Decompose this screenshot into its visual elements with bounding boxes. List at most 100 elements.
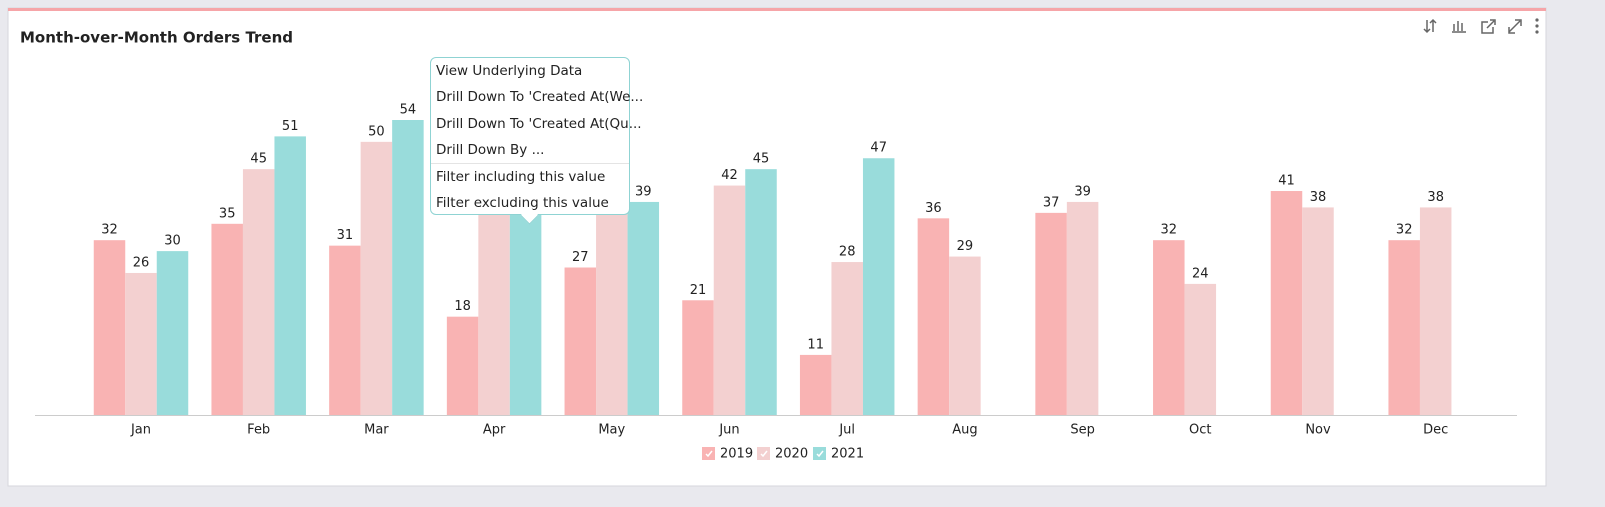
data-label: 32 bbox=[101, 223, 118, 238]
data-label: 21 bbox=[690, 283, 707, 298]
legend-label: 2021 bbox=[831, 447, 864, 462]
data-label: 27 bbox=[572, 250, 589, 265]
bar bbox=[509, 191, 542, 415]
bar bbox=[392, 120, 424, 415]
x-tick-label: Apr bbox=[483, 423, 506, 438]
data-label: 45 bbox=[250, 152, 267, 167]
data-label: 38 bbox=[1310, 190, 1327, 205]
legend-check bbox=[816, 450, 824, 458]
data-label: 50 bbox=[368, 124, 385, 139]
data-label: 32 bbox=[1396, 223, 1413, 238]
legend-item[interactable]: 2019 bbox=[702, 447, 753, 462]
x-tick-label: Jun bbox=[718, 423, 739, 438]
bar bbox=[1153, 240, 1185, 415]
bar bbox=[745, 169, 777, 415]
data-label: 37 bbox=[1043, 195, 1060, 210]
data-label: 39 bbox=[635, 184, 652, 199]
bar bbox=[917, 218, 950, 415]
bar bbox=[949, 256, 981, 415]
expand-icon[interactable] bbox=[1508, 19, 1522, 34]
bar bbox=[1035, 212, 1067, 415]
menu-item[interactable]: Drill Down To 'Created At(Qu... bbox=[436, 116, 642, 132]
context-menu: View Underlying Data Drill Down To 'Crea… bbox=[430, 57, 643, 225]
bar bbox=[1270, 191, 1303, 415]
bar bbox=[93, 240, 126, 415]
x-tick-label: Mar bbox=[364, 423, 389, 438]
data-label: 42 bbox=[721, 168, 738, 183]
data-label: 28 bbox=[839, 245, 856, 260]
bar bbox=[446, 316, 479, 415]
legend-swatch bbox=[813, 447, 826, 460]
bar bbox=[274, 136, 306, 415]
data-label: 26 bbox=[133, 255, 150, 270]
bar bbox=[627, 201, 660, 415]
data-label: 45 bbox=[753, 152, 770, 167]
x-tick-label: Nov bbox=[1305, 423, 1331, 438]
data-label: 31 bbox=[337, 228, 354, 243]
bar bbox=[360, 141, 393, 415]
data-label: 24 bbox=[1192, 266, 1209, 281]
more-icon[interactable] bbox=[1535, 18, 1539, 34]
x-tick-label: May bbox=[598, 423, 625, 438]
legend-check bbox=[705, 450, 713, 458]
legend-label: 2020 bbox=[775, 447, 808, 462]
data-label: 38 bbox=[1427, 190, 1444, 205]
toolbar[interactable] bbox=[1423, 18, 1522, 34]
data-label: 30 bbox=[164, 234, 181, 249]
bar bbox=[211, 223, 243, 415]
bar bbox=[1066, 201, 1099, 415]
menu-item[interactable]: Drill Down By ... bbox=[436, 142, 545, 158]
bar bbox=[478, 196, 510, 415]
card-accent bbox=[8, 8, 1546, 11]
bar bbox=[125, 272, 157, 415]
bar bbox=[329, 245, 361, 415]
bar bbox=[564, 267, 597, 415]
legend-item[interactable]: 2021 bbox=[813, 447, 864, 462]
menu-item[interactable]: Filter excluding this value bbox=[436, 195, 609, 211]
bar bbox=[682, 300, 714, 415]
bar bbox=[156, 251, 189, 415]
bar bbox=[242, 169, 275, 415]
x-tick-label: Jul bbox=[838, 423, 855, 438]
x-tick-label: Aug bbox=[952, 423, 977, 438]
bar bbox=[799, 354, 832, 415]
data-label: 11 bbox=[807, 337, 824, 352]
data-label: 54 bbox=[400, 103, 417, 118]
bar bbox=[713, 185, 746, 415]
data-label: 39 bbox=[1074, 184, 1091, 199]
x-tick-label: Jan bbox=[130, 423, 151, 438]
bar bbox=[1302, 207, 1334, 415]
legend-swatch bbox=[702, 447, 715, 460]
bar bbox=[1388, 240, 1420, 415]
data-label: 36 bbox=[925, 201, 942, 216]
data-label: 51 bbox=[282, 119, 299, 134]
bar bbox=[596, 196, 628, 415]
legend-item[interactable]: 2020 bbox=[757, 447, 808, 462]
bar bbox=[862, 158, 895, 416]
chart-icon[interactable] bbox=[1452, 21, 1466, 33]
menu-item[interactable]: Drill Down To 'Created At(We... bbox=[436, 89, 644, 105]
x-tick-label: Oct bbox=[1189, 423, 1211, 438]
data-label: 35 bbox=[219, 206, 236, 221]
menu-item[interactable]: Filter including this value bbox=[436, 169, 606, 185]
sort-icon[interactable] bbox=[1423, 18, 1437, 34]
chart-title: Month-over-Month Orders Trend bbox=[20, 29, 293, 47]
data-label: 32 bbox=[1161, 223, 1178, 238]
bar bbox=[831, 262, 863, 415]
bar bbox=[1419, 207, 1452, 415]
bar bbox=[1184, 283, 1217, 415]
legend-label: 2019 bbox=[720, 447, 753, 462]
x-tick-label: Sep bbox=[1070, 423, 1095, 438]
menu-item[interactable]: View Underlying Data bbox=[436, 63, 583, 79]
data-label: 18 bbox=[454, 299, 471, 314]
data-label: 41 bbox=[1278, 174, 1295, 189]
data-label: 47 bbox=[870, 141, 887, 156]
x-tick-label: Feb bbox=[247, 423, 270, 438]
menu-separator bbox=[431, 163, 629, 164]
x-tick-label: Dec bbox=[1423, 423, 1448, 438]
export-icon[interactable] bbox=[1481, 19, 1496, 34]
legend-check bbox=[760, 450, 768, 458]
legend-swatch bbox=[757, 447, 770, 460]
